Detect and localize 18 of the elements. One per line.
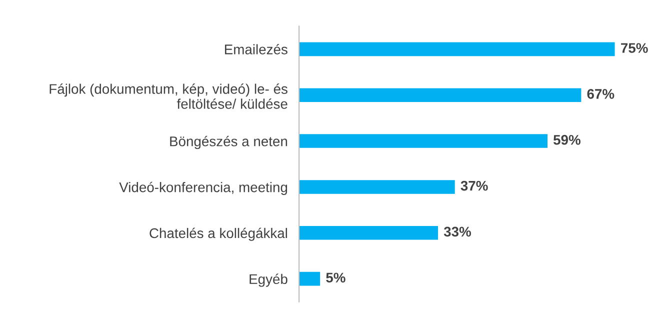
bar <box>299 180 455 194</box>
y-tick-label: Böngészés a neten <box>170 136 288 150</box>
y-tick-label: Egyéb <box>250 274 288 287</box>
y-tick-label: Fájlok (dokumentum, kép, videó) le- és feltöltése/ küldése <box>50 84 288 109</box>
data-label: 67% <box>587 89 614 99</box>
data-label: 37% <box>460 180 488 191</box>
data-label: 59% <box>553 134 580 145</box>
bar <box>299 88 582 102</box>
y-tick-label: Emailezés <box>225 44 288 54</box>
data-label: 75% <box>621 43 648 53</box>
y-tick-label: Videó-konferencia, meeting <box>119 182 288 195</box>
y-tick-label: Chatelés a kollégákkal <box>150 228 288 241</box>
data-label: 5% <box>326 272 346 283</box>
bar <box>299 134 548 148</box>
bar <box>299 272 320 286</box>
bar <box>299 42 615 56</box>
data-label: 33% <box>444 226 471 237</box>
bar <box>299 226 438 240</box>
